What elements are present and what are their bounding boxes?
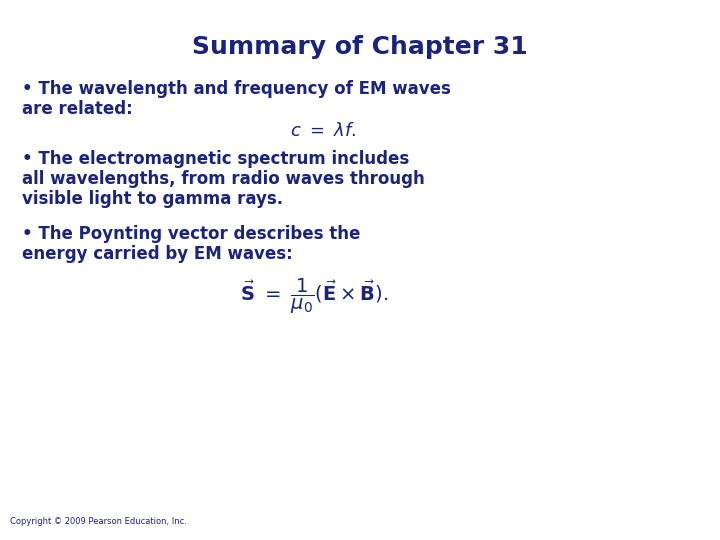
Text: are related:: are related:: [22, 100, 132, 118]
Text: Copyright © 2009 Pearson Education, Inc.: Copyright © 2009 Pearson Education, Inc.: [10, 517, 187, 526]
Text: $\vec{\mathbf{S}} \ = \ \dfrac{1}{\mu_0}(\vec{\mathbf{E}} \times \vec{\mathbf{B}: $\vec{\mathbf{S}} \ = \ \dfrac{1}{\mu_0}…: [240, 277, 388, 316]
Text: • The electromagnetic spectrum includes: • The electromagnetic spectrum includes: [22, 150, 409, 168]
Text: energy carried by EM waves:: energy carried by EM waves:: [22, 245, 293, 263]
Text: • The Poynting vector describes the: • The Poynting vector describes the: [22, 225, 361, 243]
Text: Summary of Chapter 31: Summary of Chapter 31: [192, 35, 528, 59]
Text: $c \ = \ \lambda f.$: $c \ = \ \lambda f.$: [290, 122, 356, 140]
Text: visible light to gamma rays.: visible light to gamma rays.: [22, 190, 283, 208]
Text: • The wavelength and frequency of EM waves: • The wavelength and frequency of EM wav…: [22, 80, 451, 98]
Text: all wavelengths, from radio waves through: all wavelengths, from radio waves throug…: [22, 170, 425, 188]
